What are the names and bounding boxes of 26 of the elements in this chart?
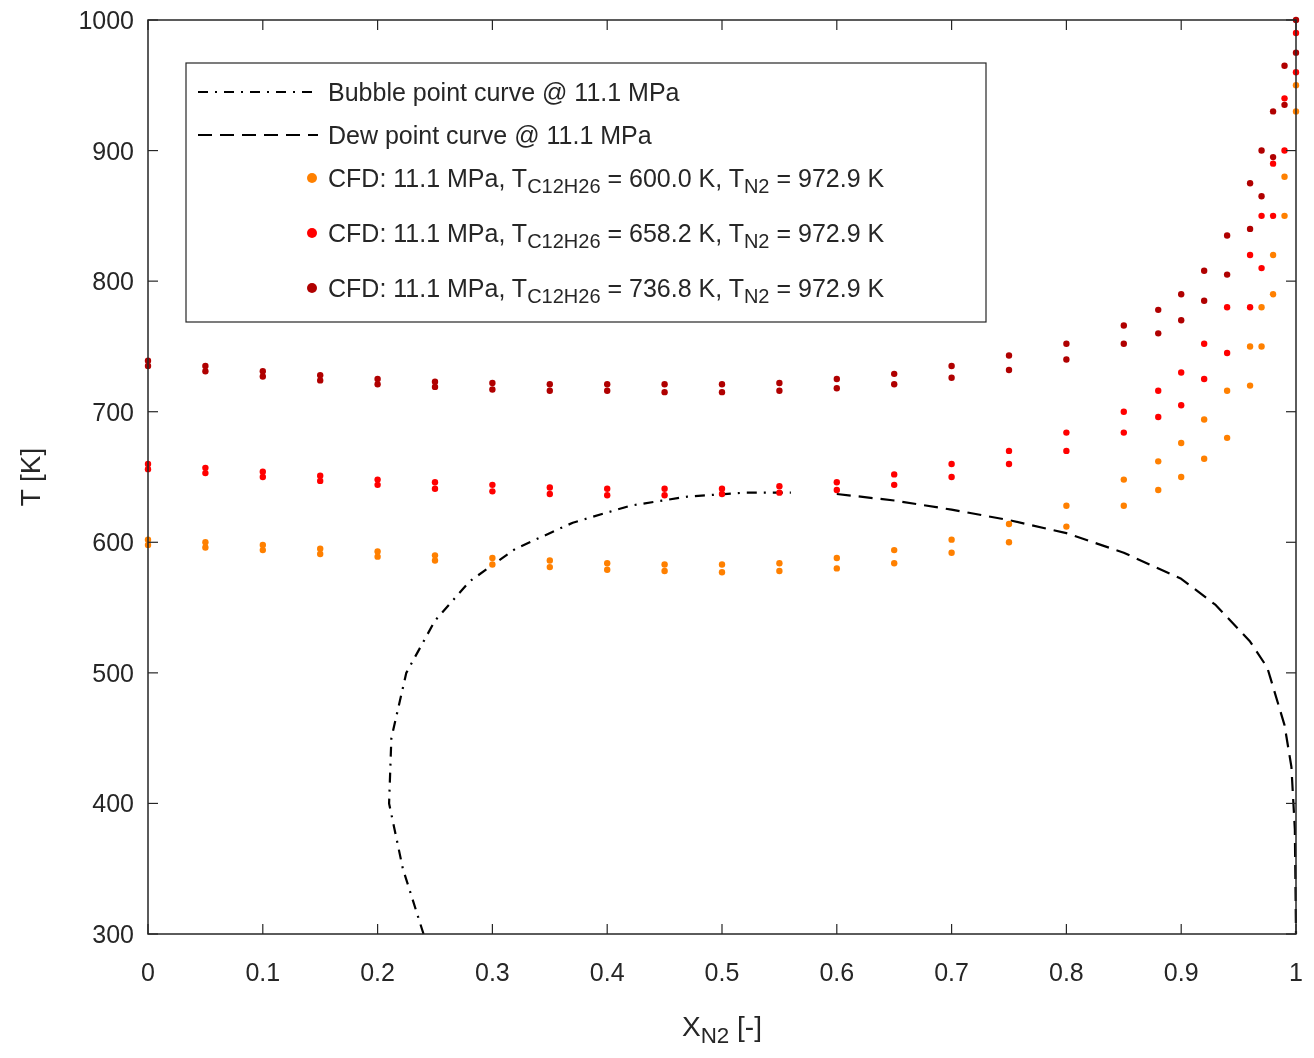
x-tick-label: 0.7 <box>934 958 969 986</box>
legend-label: Bubble point curve @ 11.1 MPa <box>328 78 680 106</box>
x-tick-label: 0 <box>141 958 155 986</box>
x-tick-label: 0.9 <box>1163 958 1199 986</box>
x-tick-label: 0.5 <box>704 958 740 986</box>
x-tick-label: 0.8 <box>1049 958 1084 986</box>
x-tick-label: 1 <box>1289 958 1303 986</box>
y-tick-label: 600 <box>92 528 134 557</box>
y-tick-label: 700 <box>92 397 134 426</box>
x-tick-label: 0.3 <box>475 958 510 986</box>
y-tick-label: 900 <box>92 136 134 165</box>
y-tick-label: 800 <box>92 267 134 296</box>
legend-label: CFD: 11.1 MPa, T$_{C12H26}$ = 658.2 K, T$_{N2}$ = 972.9 K <box>328 219 885 252</box>
x-tick-label: 0.2 <box>360 958 395 986</box>
x-axis-title: X$_{N2}$ [-] <box>682 1011 762 1048</box>
x-tick-label: 0.4 <box>589 958 625 986</box>
x-tick-label: 0.6 <box>819 958 855 986</box>
y-tick-label: 500 <box>92 658 134 687</box>
legend-label: CFD: 11.1 MPa, T$_{C12H26}$ = 600.0 K, T$_{N2}$ = 972.9 K <box>328 164 885 197</box>
legend-label: Dew point curve @ 11.1 MPa <box>328 121 652 149</box>
y-tick-label: 300 <box>92 920 134 948</box>
y-tick-label: 1000 <box>78 6 134 34</box>
y-axis-title: T [K] <box>15 447 46 507</box>
legend-label: CFD: 11.1 MPa, T$_{C12H26}$ = 736.8 K, T$_{N2}$ = 972.9 K <box>328 274 885 307</box>
x-tick-label: 0.1 <box>245 958 281 986</box>
y-tick-label: 400 <box>92 789 134 818</box>
